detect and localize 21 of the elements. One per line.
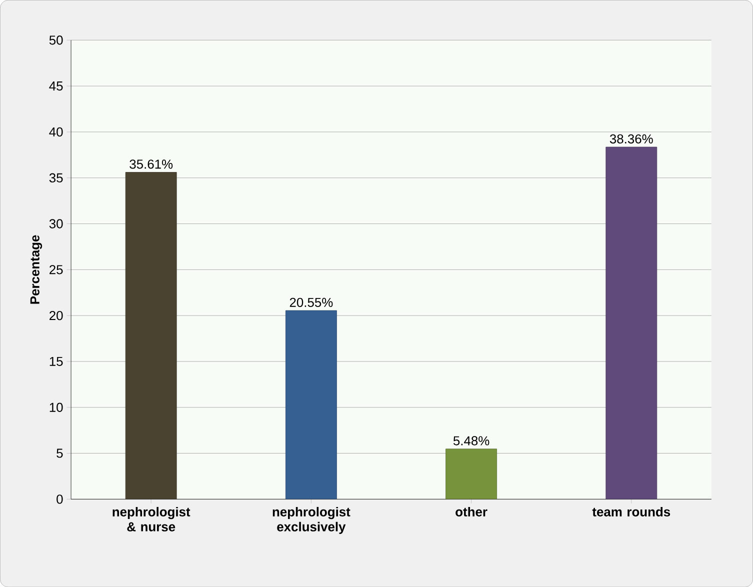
y-tick-label: 35 bbox=[49, 173, 63, 182]
y-tick-label: 50 bbox=[49, 35, 63, 45]
y-axis-title: Percentage bbox=[30, 235, 42, 304]
x-tick-label: nephrologist exclusively bbox=[272, 506, 350, 534]
y-tick-label: 10 bbox=[50, 402, 63, 412]
y-tick-label: 45 bbox=[49, 81, 63, 90]
x-tick-label: other bbox=[456, 506, 488, 516]
bar bbox=[125, 172, 177, 500]
x-tick-label: team rounds bbox=[592, 506, 670, 516]
y-tick-label: 15 bbox=[50, 356, 63, 366]
y-tick-label: 0 bbox=[56, 494, 63, 504]
y-tick-label: 40 bbox=[49, 127, 63, 136]
y-tick-label: 20 bbox=[50, 310, 63, 320]
data-label: 35.61% bbox=[130, 159, 173, 169]
y-tick-label: 5 bbox=[56, 448, 63, 458]
data-label: 20.55% bbox=[290, 298, 333, 307]
data-label: 38.36% bbox=[610, 134, 653, 144]
y-tick-label: 25 bbox=[50, 264, 63, 274]
y-tick-label: 30 bbox=[49, 219, 63, 228]
x-tick-label: nephrologist & nurse bbox=[112, 506, 190, 532]
data-label: 5.48% bbox=[453, 436, 490, 446]
